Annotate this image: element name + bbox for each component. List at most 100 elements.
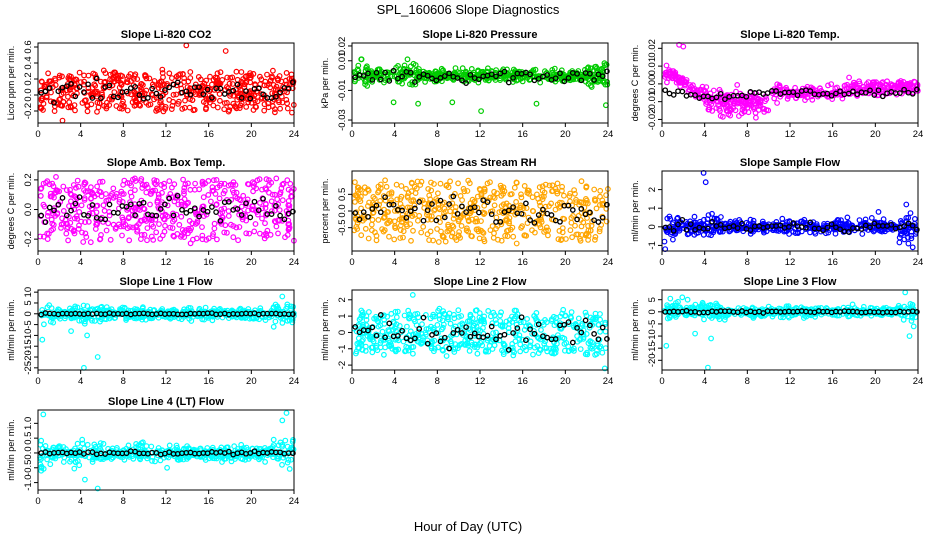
data-point [865,90,872,97]
data-point [409,79,416,85]
data-point [549,182,556,189]
mean-point [196,213,202,220]
data-point [248,206,255,213]
mean-point [488,71,495,78]
data-point-outlier [909,244,916,251]
data-point [890,84,897,91]
data-point [851,82,858,89]
x-tick-label: 16 [827,129,838,140]
data-point [85,218,92,225]
data-point [465,217,472,224]
data-point [529,227,535,234]
data-point [440,321,447,328]
mean-point [501,68,508,75]
y-tick-label: 0.0 [23,88,34,101]
data-point [87,239,94,246]
mean-point [459,330,465,336]
mean-point [591,77,597,83]
mean-point [277,89,283,96]
data-point [585,236,591,243]
data-point [57,102,64,109]
data-point [124,107,131,114]
data-point [667,295,674,302]
data-point [230,234,237,241]
data-point [382,197,389,204]
data-point-outlier [404,56,411,63]
data-point [68,191,75,198]
y-axis-label: degrees C per min. [630,45,640,122]
data-point [112,69,118,76]
mean-point [85,212,91,219]
data-point [603,218,610,225]
data-point [559,225,566,232]
data-point [694,87,701,94]
data-point [205,235,212,242]
mean-point [535,75,542,82]
x-tick-label: 24 [289,257,300,268]
data-point [449,229,456,236]
data-point [588,222,595,229]
data-point [435,344,442,351]
data-point [751,106,757,112]
data-point [592,351,598,358]
data-point [131,95,138,102]
mean-point [747,227,754,233]
mean-point [450,193,457,200]
data-point [846,74,852,81]
data-point [60,90,67,96]
y-tick-label: 0.02 [647,39,658,58]
data-point [404,323,410,330]
mean-point [901,86,907,93]
data-point [475,226,482,233]
data-point [115,221,122,228]
data-point [87,184,94,191]
mean-point [599,214,606,221]
mean-point [828,92,835,99]
mean-point [582,317,589,324]
data-point [58,224,64,231]
mean-point [412,205,418,212]
data-point [462,341,469,348]
mean-point [471,330,478,337]
data-point [148,221,155,228]
data-point [94,108,100,115]
data-point [761,105,768,112]
data-point [410,350,416,357]
data-point [74,177,81,184]
y-tick-label: 10 [23,287,34,298]
data-point [398,183,405,189]
data-point-outlier [94,354,101,360]
data-point [38,104,45,111]
mean-point [790,220,797,226]
mean-point [356,216,363,223]
data-point [47,190,54,197]
mean-point [807,219,814,226]
mean-point [446,201,452,207]
data-point [406,315,412,322]
data-point [809,96,816,103]
data-point [397,227,404,234]
mean-point [85,81,91,88]
data-point [372,229,378,236]
data-point [427,228,434,235]
data-point [817,85,823,92]
data-point [137,102,144,109]
mean-point [565,75,572,81]
y-axis-label: ml/min per min. [630,180,640,242]
data-point [497,77,504,83]
mean-point [599,73,606,80]
data-point [602,345,609,352]
data-point [466,348,473,354]
mean-point [450,330,457,336]
data-point [88,205,95,212]
data-point [583,184,590,191]
y-tick-label: -15 [23,339,34,353]
mean-point [463,80,469,86]
data-point [436,305,443,312]
data-point [516,332,523,339]
plot-frame [37,289,295,371]
data-point [221,308,228,314]
data-point [556,199,563,206]
data-point [825,82,831,89]
data-point [905,214,912,221]
